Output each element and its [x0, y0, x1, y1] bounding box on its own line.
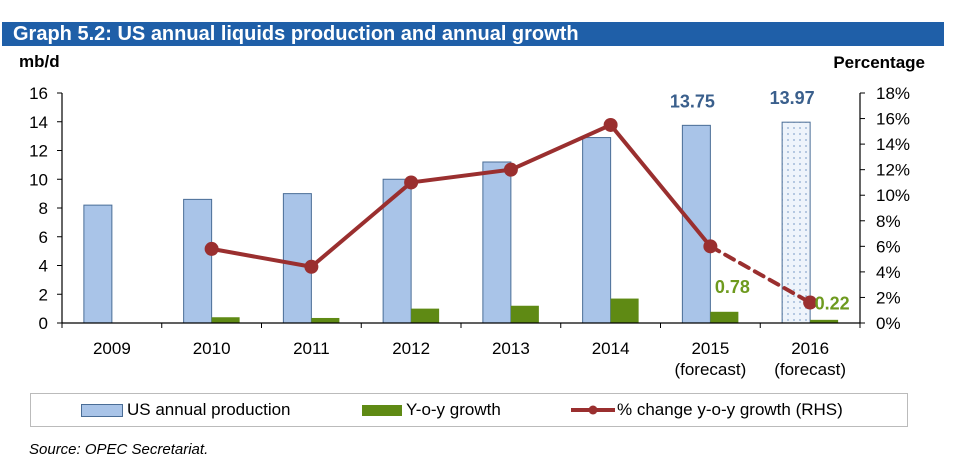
- bar-growth-2011: [311, 317, 340, 323]
- line-segment-pct-change: [608, 122, 713, 249]
- marker-pct-change-2013: [503, 162, 518, 177]
- x-tick-label: 2009: [93, 339, 131, 358]
- x-tick-sublabel: (forecast): [774, 360, 846, 379]
- bar-production-2015: [681, 124, 711, 324]
- line-segment-pct-change: [209, 246, 314, 269]
- left-tick-label: 4: [39, 257, 48, 276]
- legend-item-pct-change: % change y-o-y growth (RHS): [571, 394, 843, 426]
- data-label-2016: 13.97: [770, 88, 815, 108]
- bar-production-2016: [781, 121, 811, 324]
- bar-growth-2013: [510, 305, 539, 323]
- right-tick-label: 18%: [876, 84, 910, 103]
- legend-item-production: US annual production: [81, 394, 291, 426]
- data-label-2015: 13.75: [670, 91, 715, 111]
- left-tick-label: 14: [29, 113, 48, 132]
- bar-production-2010: [183, 198, 213, 324]
- legend-label-growth: Y-o-y growth: [406, 400, 501, 419]
- left-tick-label: 0: [39, 314, 48, 333]
- left-tick-label: 8: [39, 199, 48, 218]
- marker-pct-change-2014: [603, 117, 618, 132]
- chart-title: Graph 5.2: US annual liquids production …: [13, 23, 579, 45]
- marker-pct-change-2011: [304, 259, 319, 274]
- legend: US annual production Y-o-y growth % chan…: [30, 393, 908, 427]
- x-tick-sublabel: (forecast): [674, 360, 746, 379]
- data-label-2016: 0.22: [815, 294, 850, 314]
- bar-growth-2016: [810, 319, 839, 323]
- bar-production-2009: [83, 204, 113, 324]
- chart-plot: 0 2 4 6 8 10 12 14 16 0% 2% 4% 6% 8% 10% 12% 14% 16% 18% 20…: [29, 84, 910, 379]
- bar-production-2012: [382, 178, 412, 324]
- bar-production-2011: [282, 193, 312, 324]
- left-tick-label: 12: [29, 142, 48, 161]
- x-tick-label: 2014: [592, 339, 630, 358]
- bar-production-2014: [582, 137, 612, 324]
- marker-pct-change-2015: [703, 239, 718, 254]
- marker-pct-change-2016: [803, 295, 818, 310]
- legend-label-production: US annual production: [127, 400, 291, 419]
- legend-swatch-pct-change: [571, 405, 615, 415]
- left-tick-label: 2: [39, 285, 48, 304]
- line-segment-pct-change: [508, 122, 613, 172]
- right-tick-label: 4%: [876, 263, 901, 282]
- left-tick-label: 16: [29, 84, 48, 103]
- bar-growth-2014: [610, 298, 639, 323]
- bar-growth-2010: [211, 317, 240, 323]
- legend-label-pct-change: % change y-o-y growth (RHS): [617, 400, 843, 419]
- x-tick-label: 2015: [691, 339, 729, 358]
- line-segment-pct-change: [409, 167, 513, 185]
- left-axis-label: mb/d: [19, 52, 60, 71]
- title-bar: [2, 22, 944, 46]
- bar-production-2013: [482, 161, 512, 324]
- right-tick-label: 8%: [876, 212, 901, 231]
- line-segment-pct-change: [309, 180, 414, 269]
- right-tick-label: 12%: [876, 161, 910, 180]
- line-segment-pct-change: [708, 244, 813, 305]
- legend-swatch-growth: [362, 404, 402, 416]
- x-tick-label: 2013: [492, 339, 530, 358]
- marker-pct-change-2010: [204, 241, 219, 256]
- bar-growth-2012: [411, 308, 440, 323]
- left-tick-label: 6: [39, 228, 48, 247]
- x-tick-label: 2011: [293, 339, 330, 358]
- x-tick-label: 2012: [392, 339, 430, 358]
- right-axis-label: Percentage: [833, 53, 925, 72]
- right-tick-label: 2%: [876, 288, 901, 307]
- bar-growth-2015: [710, 311, 739, 323]
- right-tick-label: 6%: [876, 237, 901, 256]
- marker-pct-change-2012: [404, 175, 419, 190]
- left-tick-label: 10: [29, 170, 48, 189]
- right-tick-label: 14%: [876, 135, 910, 154]
- legend-item-growth: Y-o-y growth: [362, 394, 501, 426]
- data-label-2015: 0.78: [715, 277, 750, 297]
- right-tick-label: 0%: [876, 314, 901, 333]
- right-tick-label: 10%: [876, 186, 910, 205]
- source-note: Source: OPEC Secretariat.: [29, 441, 209, 458]
- right-tick-label: 16%: [876, 110, 910, 129]
- legend-swatch-production: [81, 403, 123, 417]
- x-tick-label: 2010: [193, 339, 231, 358]
- x-tick-label: 2016: [791, 339, 829, 358]
